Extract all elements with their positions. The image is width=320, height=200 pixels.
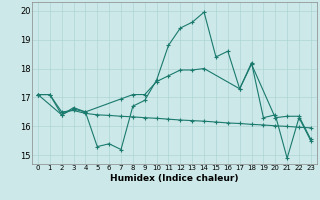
X-axis label: Humidex (Indice chaleur): Humidex (Indice chaleur)	[110, 174, 239, 183]
